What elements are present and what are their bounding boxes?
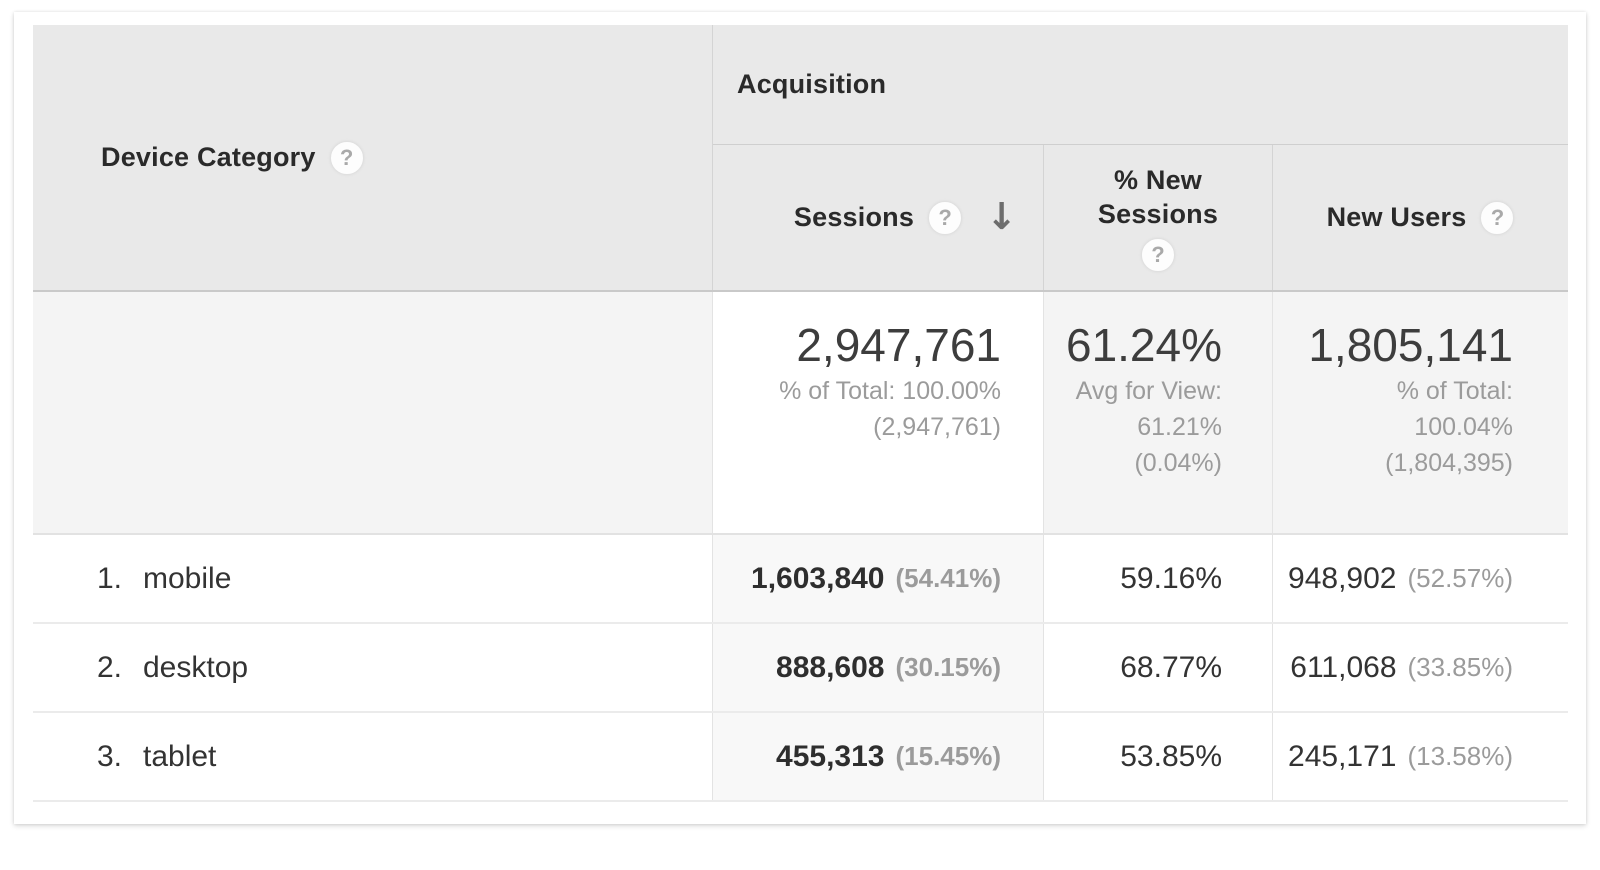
summary-new-users-cell: 1,805,141 % of Total: 100.04% (1,804,395… bbox=[1272, 292, 1568, 533]
percent-new-sessions-header-line2: Sessions bbox=[1097, 199, 1219, 229]
column-header-new-users[interactable]: New Users ? bbox=[1272, 145, 1568, 290]
help-icon[interactable]: ? bbox=[1140, 238, 1175, 272]
device-category-header-label: Device Category bbox=[101, 142, 316, 172]
column-header-percent-new-sessions[interactable]: % New Sessions ? bbox=[1043, 145, 1272, 290]
percent-new-sessions-total-subtext: (0.04%) bbox=[1134, 449, 1222, 477]
sessions-percent-value: (15.45%) bbox=[895, 741, 1002, 771]
summary-row: 2,947,761 % of Total: 100.00% (2,947,761… bbox=[33, 292, 1568, 535]
percent-new-sessions-total-value: 61.24% bbox=[1065, 319, 1222, 371]
sessions-total-value: 2,947,761 bbox=[796, 319, 1001, 371]
sort-descending-icon[interactable]: ↓ bbox=[985, 194, 1017, 238]
row-index: 3. bbox=[97, 739, 123, 773]
sessions-value: 455,313 bbox=[776, 739, 885, 773]
new-users-total-subtext: 100.04% bbox=[1414, 413, 1513, 441]
percent-new-sessions-cell: 53.85% bbox=[1043, 713, 1272, 800]
help-icon[interactable]: ? bbox=[928, 200, 963, 235]
device-category-cell: 2. desktop bbox=[33, 624, 712, 711]
help-icon[interactable]: ? bbox=[1480, 200, 1515, 235]
table-header: Device Category ? Acquisition Sessions ?… bbox=[33, 25, 1568, 292]
new-users-percent-value: (52.57%) bbox=[1407, 563, 1514, 593]
table-row: 3. tablet 455,313 (15.45%) 53.85% 245,17… bbox=[33, 713, 1568, 802]
sessions-cell: 1,603,840 (54.41%) bbox=[712, 535, 1043, 622]
acquisition-group-label: Acquisition bbox=[737, 69, 887, 99]
new-users-value: 611,068 bbox=[1290, 650, 1397, 684]
new-users-value: 948,902 bbox=[1288, 561, 1397, 595]
new-users-percent-value: (33.85%) bbox=[1407, 652, 1514, 682]
help-icon[interactable]: ? bbox=[329, 140, 364, 175]
percent-new-sessions-value: 53.85% bbox=[1120, 739, 1222, 773]
sessions-percent-value: (54.41%) bbox=[895, 563, 1002, 593]
percent-new-sessions-total-subtext: 61.21% bbox=[1137, 413, 1222, 441]
device-category-value: desktop bbox=[143, 650, 249, 684]
device-category-report-table: Device Category ? Acquisition Sessions ?… bbox=[33, 25, 1568, 802]
new-users-header-label: New Users bbox=[1326, 202, 1467, 232]
sessions-value: 1,603,840 bbox=[751, 561, 885, 595]
device-category-cell: 3. tablet bbox=[33, 713, 712, 800]
device-category-cell: 1. mobile bbox=[33, 535, 712, 622]
new-users-total-subtext: % of Total: bbox=[1396, 377, 1513, 405]
new-users-total-value: 1,805,141 bbox=[1308, 319, 1513, 371]
percent-new-sessions-cell: 68.77% bbox=[1043, 624, 1272, 711]
row-index: 2. bbox=[97, 650, 123, 684]
sessions-total-subtext: % of Total: 100.00% bbox=[779, 377, 1001, 405]
group-header-acquisition: Acquisition bbox=[713, 25, 1568, 145]
row-index: 1. bbox=[97, 561, 123, 595]
sessions-percent-value: (30.15%) bbox=[895, 652, 1002, 682]
table-row: 2. desktop 888,608 (30.15%) 68.77% 611,0… bbox=[33, 624, 1568, 713]
new-users-percent-value: (13.58%) bbox=[1407, 741, 1514, 771]
new-users-cell: 611,068 (33.85%) bbox=[1272, 624, 1568, 711]
sessions-value: 888,608 bbox=[776, 650, 885, 684]
new-users-value: 245,171 bbox=[1288, 739, 1397, 773]
sessions-total-subtext: (2,947,761) bbox=[873, 413, 1001, 441]
new-users-cell: 948,902 (52.57%) bbox=[1272, 535, 1568, 622]
metric-column-headers: Sessions ? ↓ % New Sessions ? New Users bbox=[713, 145, 1568, 290]
column-header-device-category[interactable]: Device Category ? bbox=[33, 25, 712, 290]
percent-new-sessions-total-subtext: Avg for View: bbox=[1075, 377, 1222, 405]
percent-new-sessions-value: 68.77% bbox=[1120, 650, 1222, 684]
table-row: 1. mobile 1,603,840 (54.41%) 59.16% 948,… bbox=[33, 535, 1568, 624]
sessions-cell: 455,313 (15.45%) bbox=[712, 713, 1043, 800]
percent-new-sessions-cell: 59.16% bbox=[1043, 535, 1272, 622]
sessions-cell: 888,608 (30.15%) bbox=[712, 624, 1043, 711]
summary-sessions-cell: 2,947,761 % of Total: 100.00% (2,947,761… bbox=[712, 292, 1043, 533]
summary-percent-new-sessions-cell: 61.24% Avg for View: 61.21% (0.04%) bbox=[1043, 292, 1272, 533]
percent-new-sessions-value: 59.16% bbox=[1120, 561, 1222, 595]
sessions-header-label: Sessions bbox=[793, 202, 915, 232]
percent-new-sessions-header-line1: % New bbox=[1113, 165, 1202, 195]
report-table-card: Device Category ? Acquisition Sessions ?… bbox=[14, 12, 1586, 824]
device-category-value: mobile bbox=[143, 561, 232, 595]
column-header-sessions[interactable]: Sessions ? ↓ bbox=[713, 145, 1043, 290]
metrics-header-group: Acquisition Sessions ? ↓ % New Sessions … bbox=[712, 25, 1568, 290]
new-users-total-subtext: (1,804,395) bbox=[1385, 449, 1513, 477]
summary-device-category-cell bbox=[33, 292, 712, 533]
new-users-cell: 245,171 (13.58%) bbox=[1272, 713, 1568, 800]
device-category-value: tablet bbox=[143, 739, 217, 773]
